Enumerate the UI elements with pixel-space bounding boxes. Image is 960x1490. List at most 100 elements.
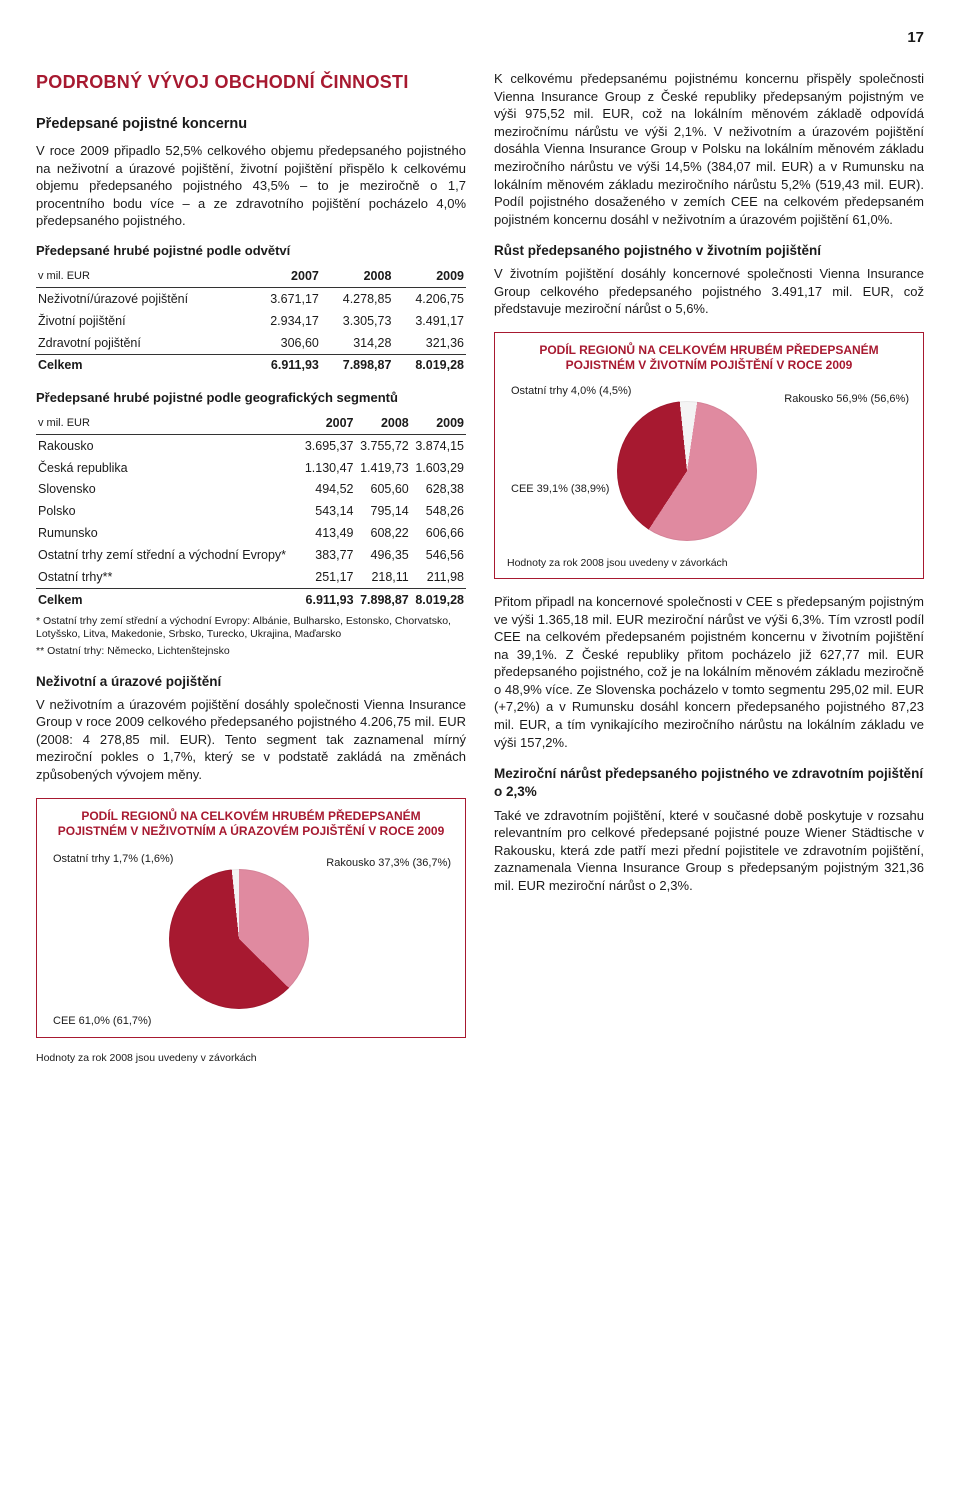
cell-value: 314,28 xyxy=(321,332,394,354)
row-label: Ostatní trhy** xyxy=(36,566,300,588)
cell-value: 628,38 xyxy=(411,479,466,501)
cell-value: 251,17 xyxy=(300,566,355,588)
cell-value: 321,36 xyxy=(393,332,466,354)
footnote-1: * Ostatní trhy zemí střední a východní E… xyxy=(36,615,466,641)
pie2-label-cee: CEE 39,1% (38,9%) xyxy=(511,483,609,496)
pie1-label-other: Ostatní trhy 1,7% (1,6%) xyxy=(53,853,173,866)
cell-value: 1.130,47 xyxy=(300,457,355,479)
col-year: 2009 xyxy=(411,412,466,434)
row-label: Slovensko xyxy=(36,479,300,501)
table-total-row: Celkem6.911,937.898,878.019,28 xyxy=(36,589,466,611)
col-year: 2008 xyxy=(321,265,394,287)
cell-value: 2.934,17 xyxy=(248,310,321,332)
col-year: 2007 xyxy=(248,265,321,287)
cell-value: 4.206,75 xyxy=(393,288,466,310)
pie2-note: Hodnoty za rok 2008 jsou uvedeny v závor… xyxy=(507,557,911,570)
pie1-title: PODÍL REGIONŮ NA CELKOVÉM HRUBÉM PŘEDEPS… xyxy=(49,809,453,839)
left-para-nonlife: V neživotním a úrazovém pojištění dosáhl… xyxy=(36,696,466,784)
left-intro-paragraph: V roce 2009 připadlo 52,5% celkového obj… xyxy=(36,142,466,230)
cell-value: 3.491,17 xyxy=(393,310,466,332)
cell-value: 3.695,37 xyxy=(300,435,355,457)
unit-header: v mil. EUR xyxy=(36,412,300,434)
row-label: Rakousko xyxy=(36,435,300,457)
cell-value: 3.874,15 xyxy=(411,435,466,457)
total-value: 7.898,87 xyxy=(321,354,394,376)
right-column: K celkovému předepsanému pojistnému konc… xyxy=(494,70,924,1064)
cell-value: 1.603,29 xyxy=(411,457,466,479)
footnote-2: ** Ostatní trhy: Německo, Lichtenštejnsk… xyxy=(36,645,466,658)
pie1-label-cee: CEE 61,0% (61,7%) xyxy=(53,1015,151,1028)
unit-header: v mil. EUR xyxy=(36,265,248,287)
heading-nonlife: Neživotní a úrazové pojištění xyxy=(36,673,466,691)
row-label: Životní pojištění xyxy=(36,310,248,332)
cell-value: 211,98 xyxy=(411,566,466,588)
total-value: 8.019,28 xyxy=(411,589,466,611)
cell-value: 4.278,85 xyxy=(321,288,394,310)
total-value: 6.911,93 xyxy=(248,354,321,376)
left-column: PODROBNÝ VÝVOJ OBCHODNÍ ČINNOSTI Předeps… xyxy=(36,70,466,1064)
total-value: 8.019,28 xyxy=(393,354,466,376)
page-number: 17 xyxy=(36,28,924,48)
pie2-title: PODÍL REGIONŮ NA CELKOVÉM HRUBÉM PŘEDEPS… xyxy=(507,343,911,373)
row-label: Rumunsko xyxy=(36,523,300,545)
main-title: PODROBNÝ VÝVOJ OBCHODNÍ ČINNOSTI xyxy=(36,70,466,94)
table-industry: v mil. EUR 2007 2008 2009 Neživotní/úraz… xyxy=(36,265,466,376)
col-year: 2007 xyxy=(300,412,355,434)
pie2-graphic xyxy=(617,401,757,541)
right-para-4: Také ve zdravotním pojištění, které v so… xyxy=(494,807,924,895)
table-row: Slovensko494,52605,60628,38 xyxy=(36,479,466,501)
cell-value: 383,77 xyxy=(300,545,355,567)
pie2-label-austria: Rakousko 56,9% (56,6%) xyxy=(784,393,909,406)
cell-value: 795,14 xyxy=(356,501,411,523)
cell-value: 608,22 xyxy=(356,523,411,545)
pie-chart-box-1: PODÍL REGIONŮ NA CELKOVÉM HRUBÉM PŘEDEPS… xyxy=(36,798,466,1038)
table-row: Životní pojištění2.934,173.305,733.491,1… xyxy=(36,310,466,332)
cell-value: 306,60 xyxy=(248,332,321,354)
table-row: Rumunsko413,49608,22606,66 xyxy=(36,523,466,545)
right-para-2: V životním pojištění dosáhly koncernové … xyxy=(494,265,924,318)
pie2-label-other: Ostatní trhy 4,0% (4,5%) xyxy=(511,385,631,398)
total-value: 7.898,87 xyxy=(356,589,411,611)
pie1-label-austria: Rakousko 37,3% (36,7%) xyxy=(326,857,451,870)
pie-chart-box-2: PODÍL REGIONŮ NA CELKOVÉM HRUBÉM PŘEDEPS… xyxy=(494,332,924,579)
total-label: Celkem xyxy=(36,354,248,376)
cell-value: 1.419,73 xyxy=(356,457,411,479)
total-value: 6.911,93 xyxy=(300,589,355,611)
pie1-note: Hodnoty za rok 2008 jsou uvedeny v závor… xyxy=(36,1052,466,1065)
table-row: Česká republika1.130,471.419,731.603,29 xyxy=(36,457,466,479)
cell-value: 3.305,73 xyxy=(321,310,394,332)
table-geography: v mil. EUR 2007 2008 2009 Rakousko3.695,… xyxy=(36,412,466,611)
table-row: Neživotní/úrazové pojištění3.671,174.278… xyxy=(36,288,466,310)
table-row: Ostatní trhy**251,17218,11211,98 xyxy=(36,566,466,588)
table-row: Zdravotní pojištění306,60314,28321,36 xyxy=(36,332,466,354)
heading-health: Meziroční nárůst předepsaného pojistného… xyxy=(494,765,924,801)
row-label: Česká republika xyxy=(36,457,300,479)
col-year: 2009 xyxy=(393,265,466,287)
cell-value: 543,14 xyxy=(300,501,355,523)
table-total-row: Celkem6.911,937.898,878.019,28 xyxy=(36,354,466,376)
cell-value: 3.671,17 xyxy=(248,288,321,310)
cell-value: 218,11 xyxy=(356,566,411,588)
row-label: Neživotní/úrazové pojištění xyxy=(36,288,248,310)
row-label: Zdravotní pojištění xyxy=(36,332,248,354)
row-label: Polsko xyxy=(36,501,300,523)
table-row: Rakousko3.695,373.755,723.874,15 xyxy=(36,435,466,457)
table-row: Ostatní trhy zemí střední a východní Evr… xyxy=(36,545,466,567)
cell-value: 413,49 xyxy=(300,523,355,545)
cell-value: 3.755,72 xyxy=(356,435,411,457)
col-year: 2008 xyxy=(356,412,411,434)
table2-caption: Předepsané hrubé pojistné podle geografi… xyxy=(36,389,466,407)
heading-life-growth: Růst předepsaného pojistného v životním … xyxy=(494,242,924,260)
total-label: Celkem xyxy=(36,589,300,611)
cell-value: 605,60 xyxy=(356,479,411,501)
right-para-3: Přitom připadl na koncernové společnosti… xyxy=(494,593,924,751)
right-para-1: K celkovému předepsanému pojistnému konc… xyxy=(494,70,924,228)
pie1-graphic xyxy=(169,869,309,1009)
cell-value: 496,35 xyxy=(356,545,411,567)
cell-value: 494,52 xyxy=(300,479,355,501)
cell-value: 606,66 xyxy=(411,523,466,545)
cell-value: 548,26 xyxy=(411,501,466,523)
cell-value: 546,56 xyxy=(411,545,466,567)
table1-caption: Předepsané hrubé pojistné podle odvětví xyxy=(36,242,466,260)
row-label: Ostatní trhy zemí střední a východní Evr… xyxy=(36,545,300,567)
